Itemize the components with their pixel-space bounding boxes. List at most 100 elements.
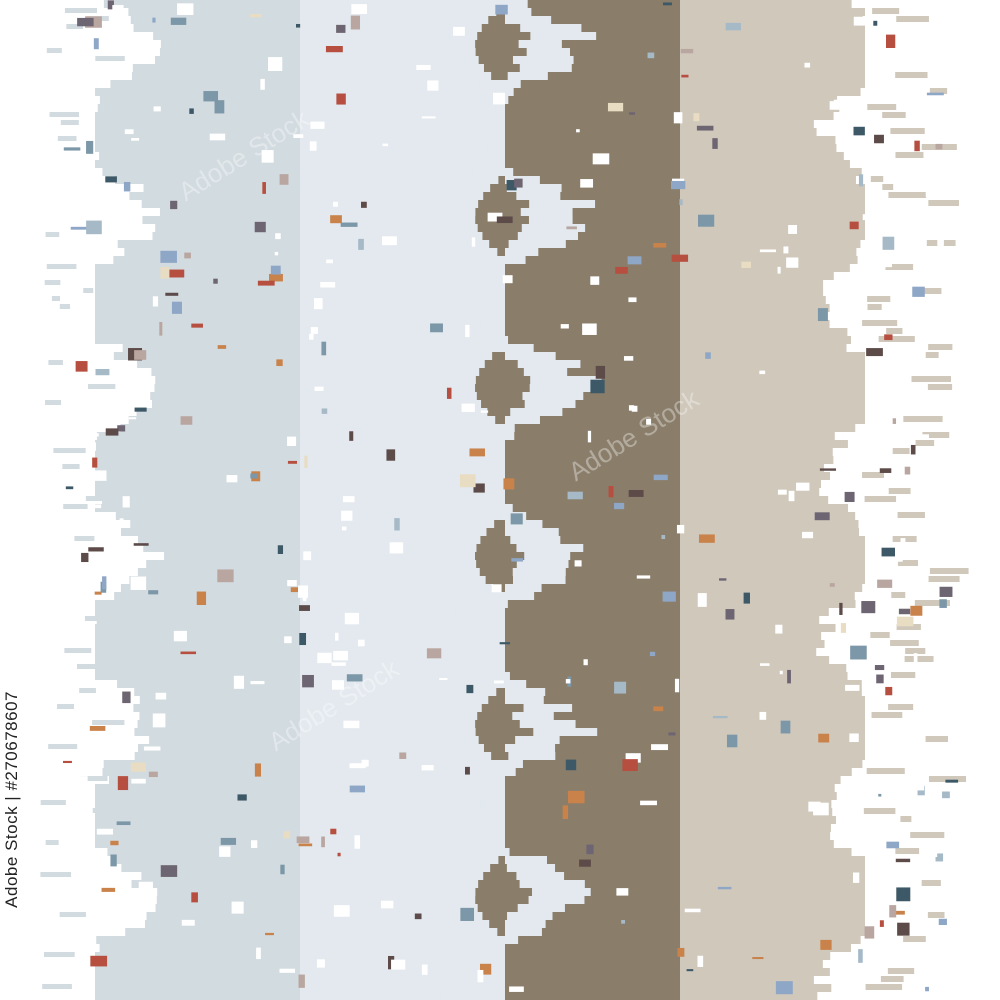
band-edge-notch: [458, 944, 499, 952]
band-edge-notch: [487, 408, 505, 416]
band-edge-notch: [478, 936, 519, 944]
texture-fragment: [321, 836, 325, 848]
band-edge-notch: [868, 56, 1000, 64]
band-edge-notch: [516, 560, 569, 568]
texture-fragment: [70, 226, 88, 230]
band-edge-notch: [478, 200, 505, 208]
texture-fragment: [256, 947, 261, 960]
texture-fragment: [876, 674, 884, 684]
texture-fragment: [184, 252, 191, 259]
band-edge-notch: [0, 760, 104, 768]
band-edge-notch: [0, 592, 115, 600]
texture-fragment: [900, 816, 912, 822]
texture-fragment: [45, 400, 62, 405]
texture-fragment: [262, 182, 266, 194]
band-edge-notch: [483, 744, 505, 752]
texture-fragment: [804, 62, 811, 68]
texture-fragment: [786, 257, 799, 268]
texture-fragment: [629, 112, 636, 115]
band-edge-notch: [871, 48, 1000, 56]
texture-fragment: [391, 959, 406, 970]
texture-fragment: [878, 793, 882, 797]
texture-fragment: [439, 678, 448, 681]
band-edge-notch: [829, 320, 1000, 328]
texture-fragment: [321, 341, 327, 356]
texture-fragment: [871, 712, 903, 718]
band-edge-notch: [0, 248, 125, 256]
texture-fragment: [862, 472, 884, 478]
texture-fragment: [134, 407, 147, 412]
band-edge-notch: [883, 192, 1000, 200]
texture-fragment: [582, 323, 597, 335]
texture-fragment: [673, 112, 683, 124]
band-edge-notch: [453, 152, 494, 160]
band-edge-notch: [831, 800, 1000, 808]
texture-fragment: [844, 491, 855, 503]
texture-fragment: [346, 674, 363, 682]
texture-fragment: [925, 736, 948, 742]
band-edge-notch: [517, 232, 578, 240]
band-edge-notch: [501, 352, 556, 360]
band-edge-notch: [870, 864, 1000, 872]
band-edge-notch: [468, 336, 509, 344]
band-edge-notch: [872, 928, 1000, 936]
texture-fragment: [897, 512, 925, 518]
band-edge-notch: [460, 440, 501, 448]
band-edge-notch: [433, 288, 474, 296]
texture-fragment: [712, 715, 728, 719]
texture-fragment: [931, 953, 935, 964]
band-edge-notch: [443, 648, 484, 656]
texture-fragment: [668, 732, 676, 736]
band-edge-notch: [433, 808, 474, 816]
band-edge-notch: [481, 24, 505, 32]
texture-fragment: [783, 246, 789, 254]
band-edge-notch: [0, 104, 98, 112]
band-edge-notch: [861, 168, 1000, 176]
texture-fragment: [608, 486, 614, 498]
band-edge-notch: [885, 232, 1000, 240]
band-edge-notch: [519, 64, 572, 72]
texture-fragment: [926, 545, 938, 557]
band-edge-notch: [432, 304, 473, 312]
texture-fragment: [94, 504, 102, 509]
band-edge-notch: [483, 872, 505, 880]
band-edge-notch: [0, 328, 95, 336]
texture-fragment: [170, 200, 178, 210]
band-edge-notch: [0, 824, 73, 832]
texture-fragment: [131, 778, 146, 784]
band-edge-notch: [490, 416, 540, 424]
band-edge-notch: [450, 272, 491, 280]
texture-fragment: [868, 86, 878, 94]
texture-fragment: [839, 602, 843, 615]
texture-fragment: [849, 221, 859, 230]
texture-fragment: [592, 153, 610, 165]
texture-fragment: [304, 455, 308, 468]
band-edge-notch: [475, 40, 505, 48]
texture-fragment: [139, 374, 146, 378]
band-edge-notch: [492, 248, 539, 256]
texture-fragment: [891, 592, 906, 598]
band-edge-notch: [485, 576, 505, 584]
band-edge-notch: [860, 936, 1000, 944]
texture-fragment: [904, 466, 911, 475]
band-edge-notch: [0, 72, 132, 80]
texture-fragment: [880, 976, 904, 982]
texture-fragment: [320, 281, 336, 288]
band-edge-notch: [0, 688, 135, 696]
band-edge-notch: [0, 88, 96, 96]
texture-fragment: [916, 822, 925, 830]
texture-fragment: [317, 652, 332, 664]
band-edge-notch: [0, 848, 108, 856]
texture-fragment: [64, 648, 92, 653]
band-edge-notch: [0, 832, 83, 840]
band-edge-notch: [495, 696, 544, 704]
band-edge-notch: [851, 768, 1000, 776]
texture-fragment: [51, 296, 61, 301]
band-edge-notch: [476, 560, 505, 568]
texture-fragment: [928, 200, 960, 206]
band-edge-notch: [833, 272, 1000, 280]
texture-fragment: [814, 512, 830, 521]
band-edge-notch: [510, 536, 561, 544]
texture-fragment: [743, 592, 750, 604]
